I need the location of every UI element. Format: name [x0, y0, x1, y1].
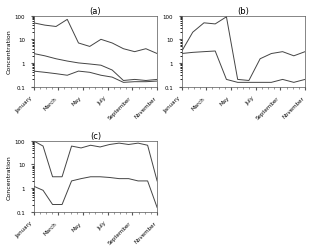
- Title: (c): (c): [90, 132, 101, 141]
- Title: (b): (b): [237, 7, 249, 16]
- Y-axis label: Concentration: Concentration: [7, 30, 12, 74]
- Y-axis label: Concentration: Concentration: [7, 154, 12, 199]
- Title: (a): (a): [90, 7, 101, 16]
